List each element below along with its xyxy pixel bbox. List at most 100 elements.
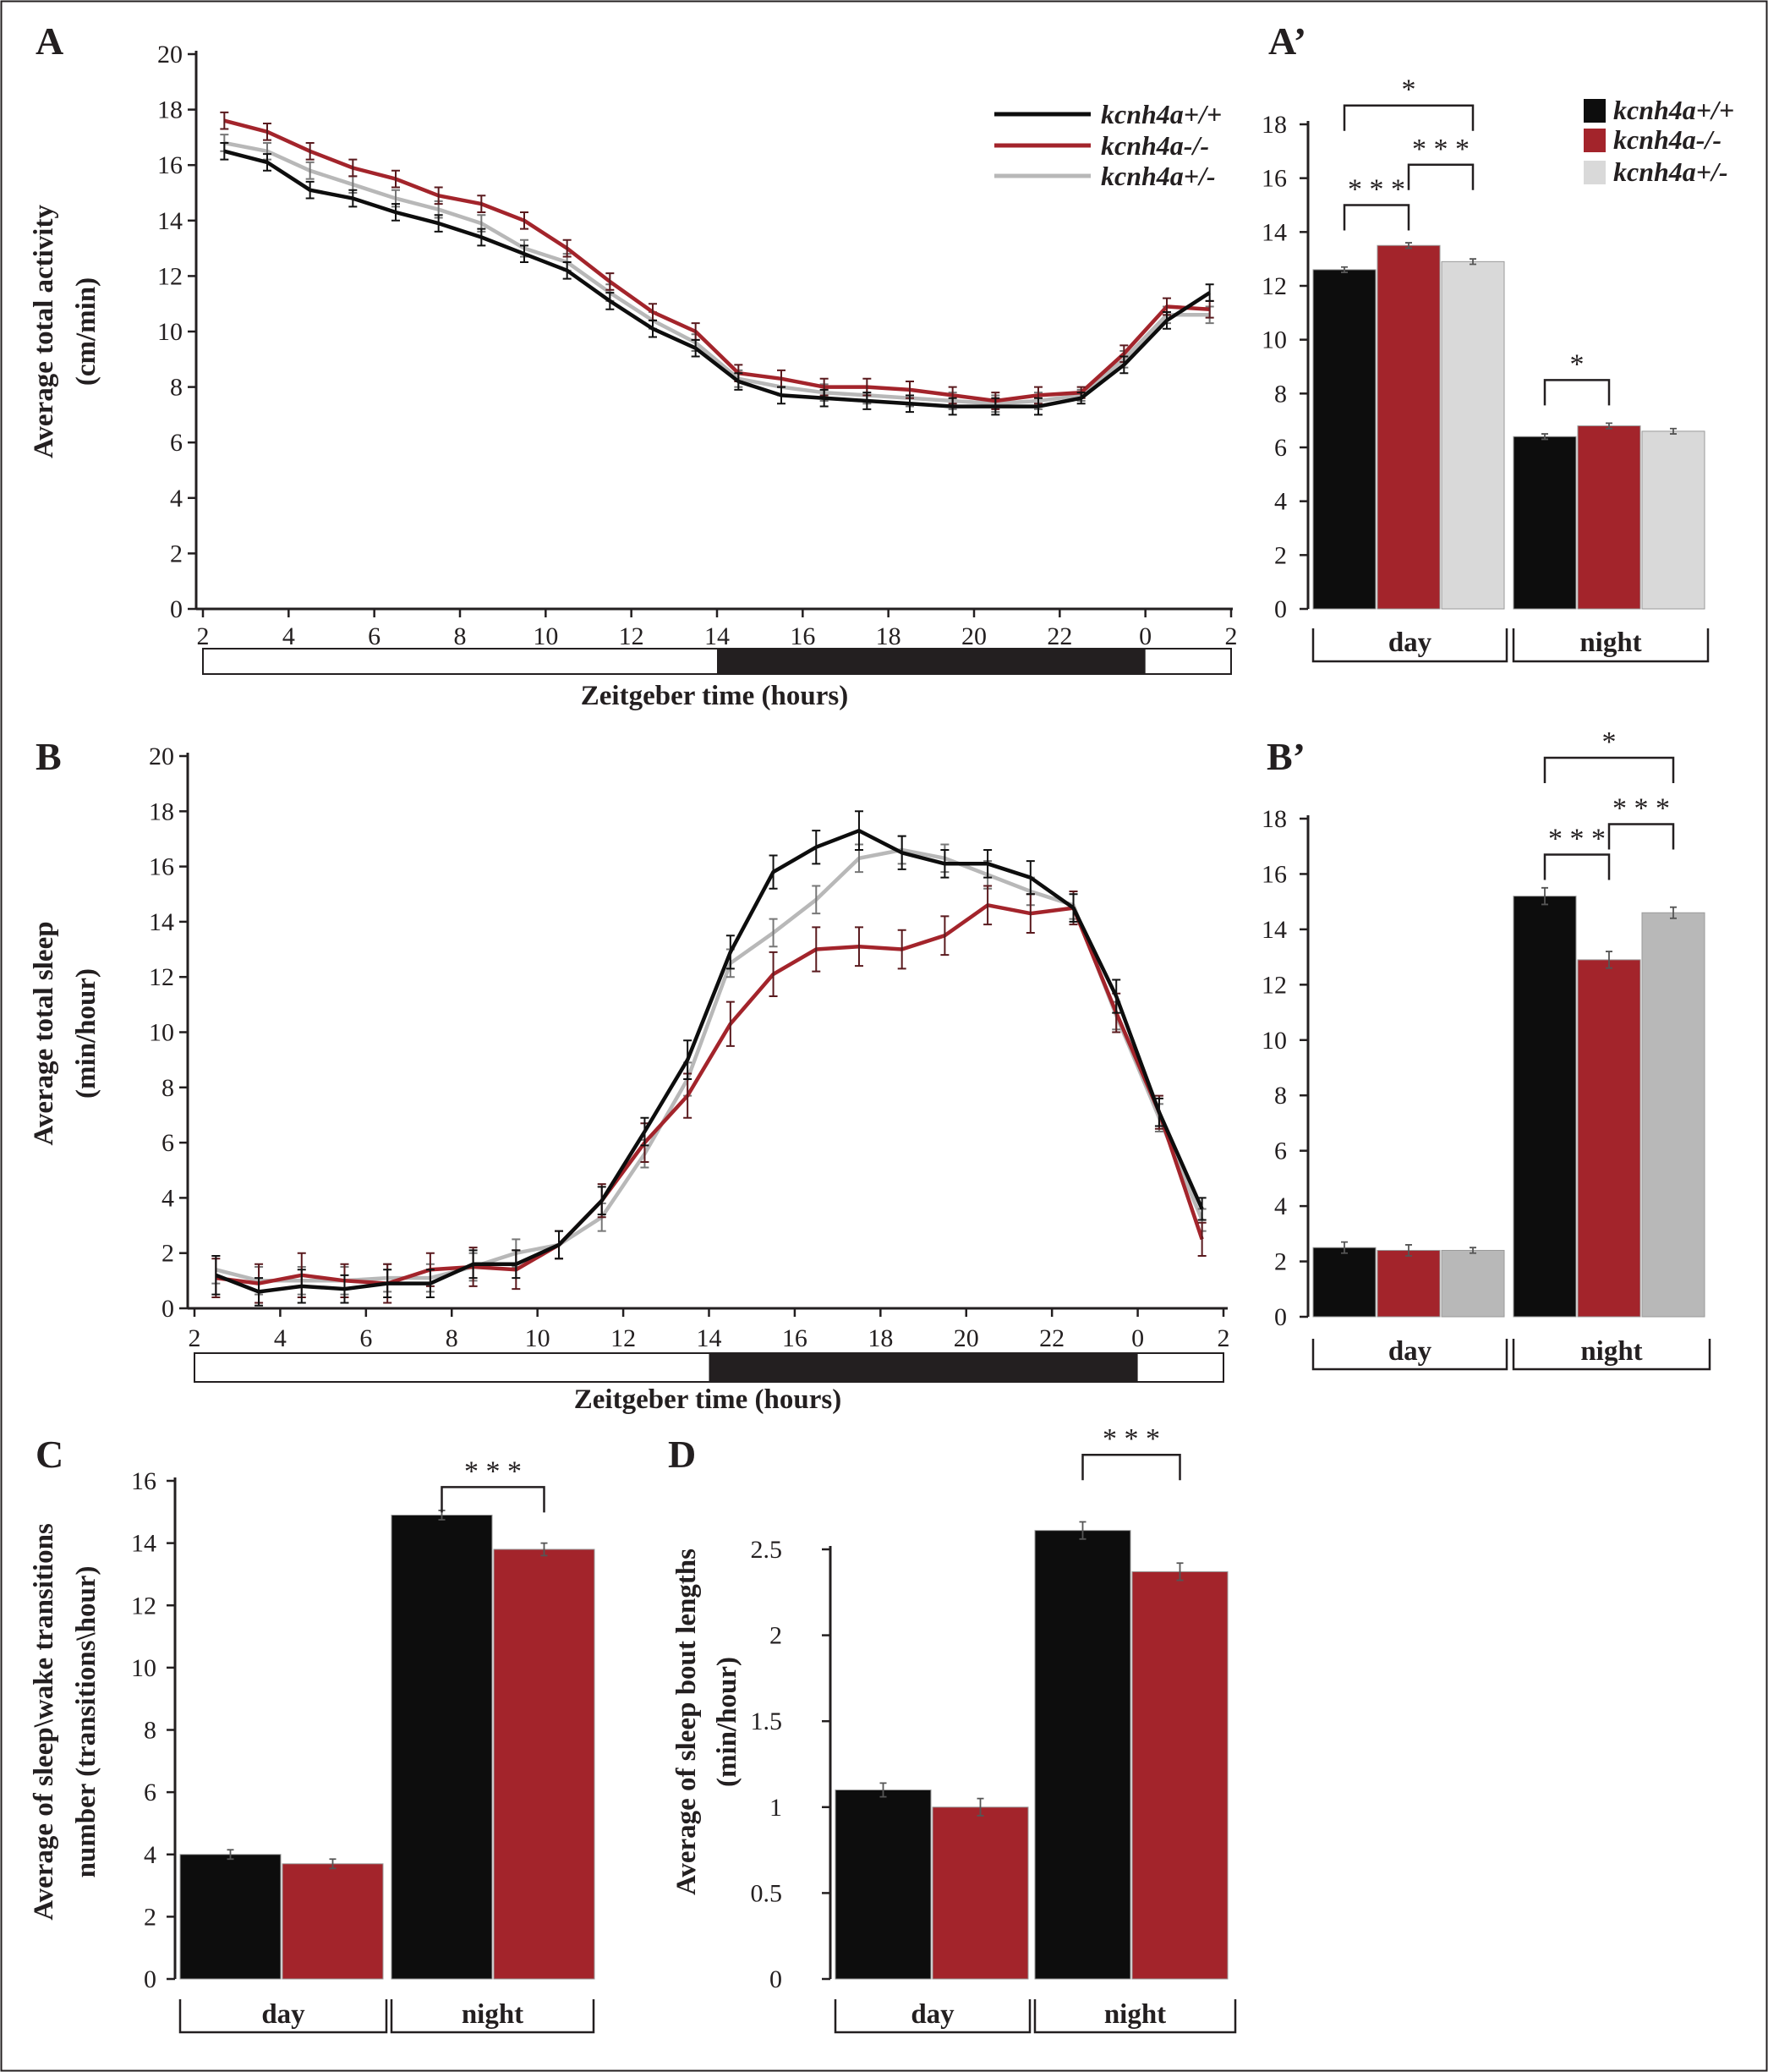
y-tick-label: 0 [1274,1303,1287,1331]
x-tick-label: 18 [868,1324,893,1352]
error-bar [1670,906,1677,919]
panel-label-B2: B’ [1267,735,1305,778]
y-tick-label: 6 [144,1779,156,1806]
error-bar [1541,433,1548,441]
panel-label-B: B [36,735,62,778]
y-tick-label: 0.5 [751,1879,783,1907]
x-tick-label: 22 [1039,1324,1065,1352]
y-tick-label: 16 [1262,860,1287,888]
y-tick-label: 1 [769,1794,782,1822]
legend-swatch [1584,129,1606,152]
y-tick-label: 2 [1274,541,1287,569]
y-tick-label: 0 [769,1965,782,1993]
x-tick-label: 16 [782,1324,807,1352]
y-tick-label: 2 [170,540,183,567]
x-axis-label-A: Zeitgeber time (hours) [581,681,848,711]
x-tick-label: 4 [282,622,295,650]
y-tick-label: 8 [161,1074,174,1102]
panel-label-C: C [36,1433,63,1476]
y-tick-label: 10 [131,1654,156,1682]
group-bracket [1033,1999,1237,2034]
y-tick-label: 8 [1274,380,1287,408]
bar-kcnh4a-/--night [1131,1570,1229,1980]
group-bracket [1512,628,1710,663]
series-line-kcnh4a+/- [215,847,1204,1283]
legend-bar-panel: kcnh4a+/+kcnh4a-/-kcnh4a+/- [1584,95,1734,187]
legend-swatch [1584,99,1606,123]
y-tick-label: 8 [1274,1082,1287,1110]
x-tick-label: 2 [1225,622,1238,650]
series-line-kcnh4a+/+ [223,149,1211,408]
series-kcnh4a-/- [220,111,1214,410]
bar-kcnh4a-/--day [1377,244,1441,610]
y-tick-label: 12 [149,963,174,991]
y-tick-label: 20 [149,743,174,770]
significance-label: * * * [1348,174,1405,206]
y-tick-label: 6 [1274,434,1287,462]
bar-kcnh4a+/+-night [1513,896,1577,1318]
y-tick-label: 6 [170,429,183,457]
error-bar [1541,886,1548,906]
bar-kcnh4a+/+-day [1312,269,1377,610]
y-tick-label: 0 [1274,595,1287,623]
y-tick-label: 6 [1274,1137,1287,1165]
bar-kcnh4a-/--night [1577,959,1641,1318]
x-tick-label: 0 [1139,622,1152,650]
x-tick-label: 12 [619,622,644,650]
x-tick-label: 12 [610,1324,636,1352]
y-axis-label-D: (min/hour) [712,1657,742,1787]
series-kcnh4a+/+ [211,810,1207,1307]
error-bar [1606,951,1612,969]
legend-label: kcnh4a+/+ [1613,95,1734,125]
bar-kcnh4a+/+-day [179,1854,282,1980]
y-tick-label: 10 [149,1019,174,1047]
series-line-kcnh4a-/- [223,118,1210,403]
significance-bracket [1407,163,1475,190]
y-axis-label-A: (cm/min) [71,277,101,386]
y-tick-label: 4 [170,485,183,513]
y-tick-label: 14 [1262,916,1287,944]
error-bar [1405,1244,1412,1257]
error-bar [1341,266,1348,273]
y-tick-label: 10 [157,318,183,346]
bar-kcnh4a+/+-day [835,1789,932,1980]
legend-label: kcnh4a-/- [1101,130,1209,161]
y-axis-label-C: Average of sleep\wake transitions [29,1523,59,1921]
error-bar [329,1858,337,1870]
error-bar [1470,258,1476,266]
bar-kcnh4a+/--day [1441,260,1505,610]
error-bar [1405,242,1412,249]
y-tick-label: 0 [170,595,183,623]
series-line-kcnh4a-/- [216,903,1204,1285]
significance-label: * * * [1548,824,1606,855]
y-tick-label: 6 [161,1129,174,1157]
y-tick-label: 16 [149,853,174,881]
y-tick-label: 2 [144,1903,156,1931]
dark-phase-bar [709,1353,1138,1382]
x-axis-label-B: Zeitgeber time (hours) [574,1384,841,1415]
bar-kcnh4a+/--day [1441,1249,1505,1318]
y-tick-label: 18 [1262,111,1287,139]
error-bar [540,1542,548,1557]
y-tick-label: 4 [1274,488,1287,516]
bar-kcnh4a+/+-night [391,1514,493,1980]
bar-kcnh4a+/+-night [1513,436,1577,610]
y-tick-label: 1.5 [751,1707,783,1735]
error-bar [1079,1521,1087,1540]
group-bracket [390,1999,595,2034]
y-tick-label: 8 [144,1717,156,1745]
group-bracket [1311,1339,1508,1371]
x-tick-label: 2 [1218,1324,1230,1352]
y-tick-label: 12 [131,1592,156,1620]
y-tick-label: 16 [131,1467,156,1495]
y-tick-label: 2.5 [751,1536,783,1564]
series-line-kcnh4a+/- [223,140,1210,406]
significance-bracket [1543,756,1675,784]
error-bar [879,1782,887,1798]
legend-swatch [1584,161,1606,184]
series-kcnh4a+/+ [220,141,1214,416]
x-tick-label: 14 [704,622,730,650]
significance-bracket [1543,853,1611,880]
